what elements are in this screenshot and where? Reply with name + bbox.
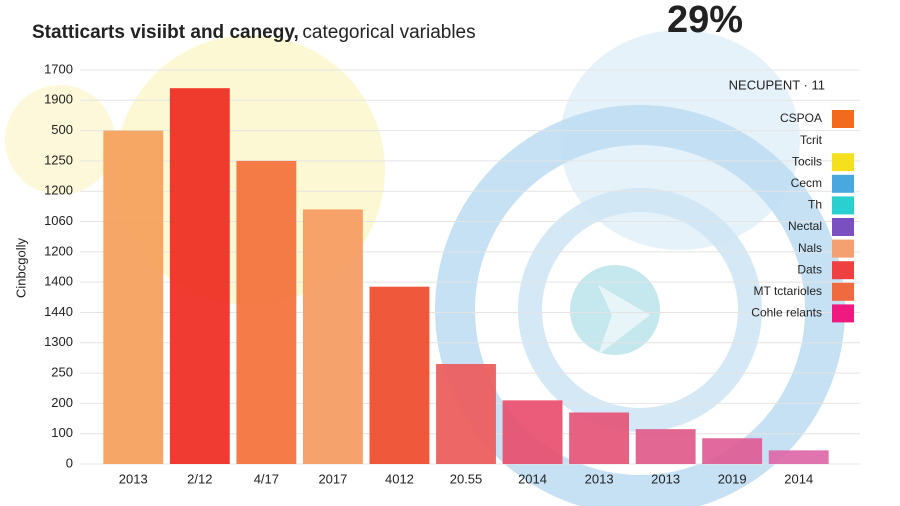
- x-tick-label: 2013: [651, 471, 680, 486]
- y-tick-label: 0: [66, 455, 73, 470]
- y-tick-label: 1300: [44, 334, 73, 349]
- legend-swatch: [832, 174, 854, 193]
- y-tick-label: 1440: [44, 304, 73, 319]
- y-tick-label: 1200: [44, 243, 73, 258]
- legend-swatch: [832, 110, 854, 128]
- bar: [103, 130, 164, 464]
- x-tick-label: 4/17: [254, 471, 279, 486]
- y-tick-label: 1900: [44, 92, 73, 107]
- legend-label: Cecm: [791, 176, 822, 190]
- legend-title: NECUPENT · 11: [729, 77, 825, 92]
- bar: [635, 429, 696, 464]
- title: Statticarts visiibt and canegy,: [32, 22, 299, 43]
- bar: [302, 209, 363, 464]
- legend-label: Th: [808, 198, 822, 212]
- legend-swatch: [832, 218, 854, 236]
- bar: [369, 286, 430, 464]
- y-tick-label: 1060: [44, 213, 73, 228]
- legend-label: MT tctarioles: [754, 284, 822, 298]
- x-tick-label: 4012: [385, 471, 414, 486]
- y-tick-label: 500: [51, 122, 73, 137]
- x-tick-label: 2014: [518, 471, 547, 486]
- x-tick-label: 2014: [784, 471, 813, 486]
- bar: [768, 450, 829, 464]
- legend-swatch: [832, 196, 854, 215]
- bar: [169, 88, 230, 464]
- bar: [569, 412, 630, 464]
- y-tick-label: 200: [51, 395, 73, 410]
- legend-swatch: [832, 282, 854, 301]
- legend-label: Tcrit: [800, 133, 823, 147]
- x-tick-label: 2013: [585, 471, 614, 486]
- bar: [236, 160, 297, 464]
- x-tick-label: 2019: [718, 471, 747, 486]
- x-tick-label: 2/12: [187, 471, 212, 486]
- legend-label: Cohle relants: [751, 306, 822, 320]
- x-tick-label: 2017: [318, 471, 347, 486]
- y-tick-label: 1700: [44, 61, 73, 76]
- legend-label: Tocils: [792, 154, 822, 168]
- y-tick-label: 1400: [44, 274, 73, 289]
- y-tick-label: 1250: [44, 152, 73, 167]
- y-axis-label: Cinbcgolly: [13, 238, 28, 298]
- chart-title: Statticarts visiibt and canegy, categori…: [32, 22, 476, 43]
- x-tick-label: 2013: [119, 471, 148, 486]
- legend-label: Dats: [797, 262, 822, 276]
- bar: [502, 400, 563, 464]
- legend-label: CSPOA: [780, 111, 822, 125]
- legend-swatch: [832, 304, 854, 323]
- subtitle: categorical variables: [302, 22, 475, 43]
- legend-swatch: [832, 261, 854, 280]
- legend-swatch: [832, 153, 854, 172]
- y-tick-label: 1200: [44, 183, 73, 198]
- legend-swatch: [832, 239, 854, 258]
- annotation: 29%: [667, 0, 743, 41]
- x-tick-label: 20.55: [450, 471, 483, 486]
- bar: [702, 438, 763, 464]
- y-tick-label: 250: [51, 365, 73, 380]
- legend-label: Nals: [798, 241, 822, 255]
- y-tick-label: 100: [51, 425, 73, 440]
- bar: [436, 363, 496, 464]
- legend-label: Nectal: [788, 219, 822, 233]
